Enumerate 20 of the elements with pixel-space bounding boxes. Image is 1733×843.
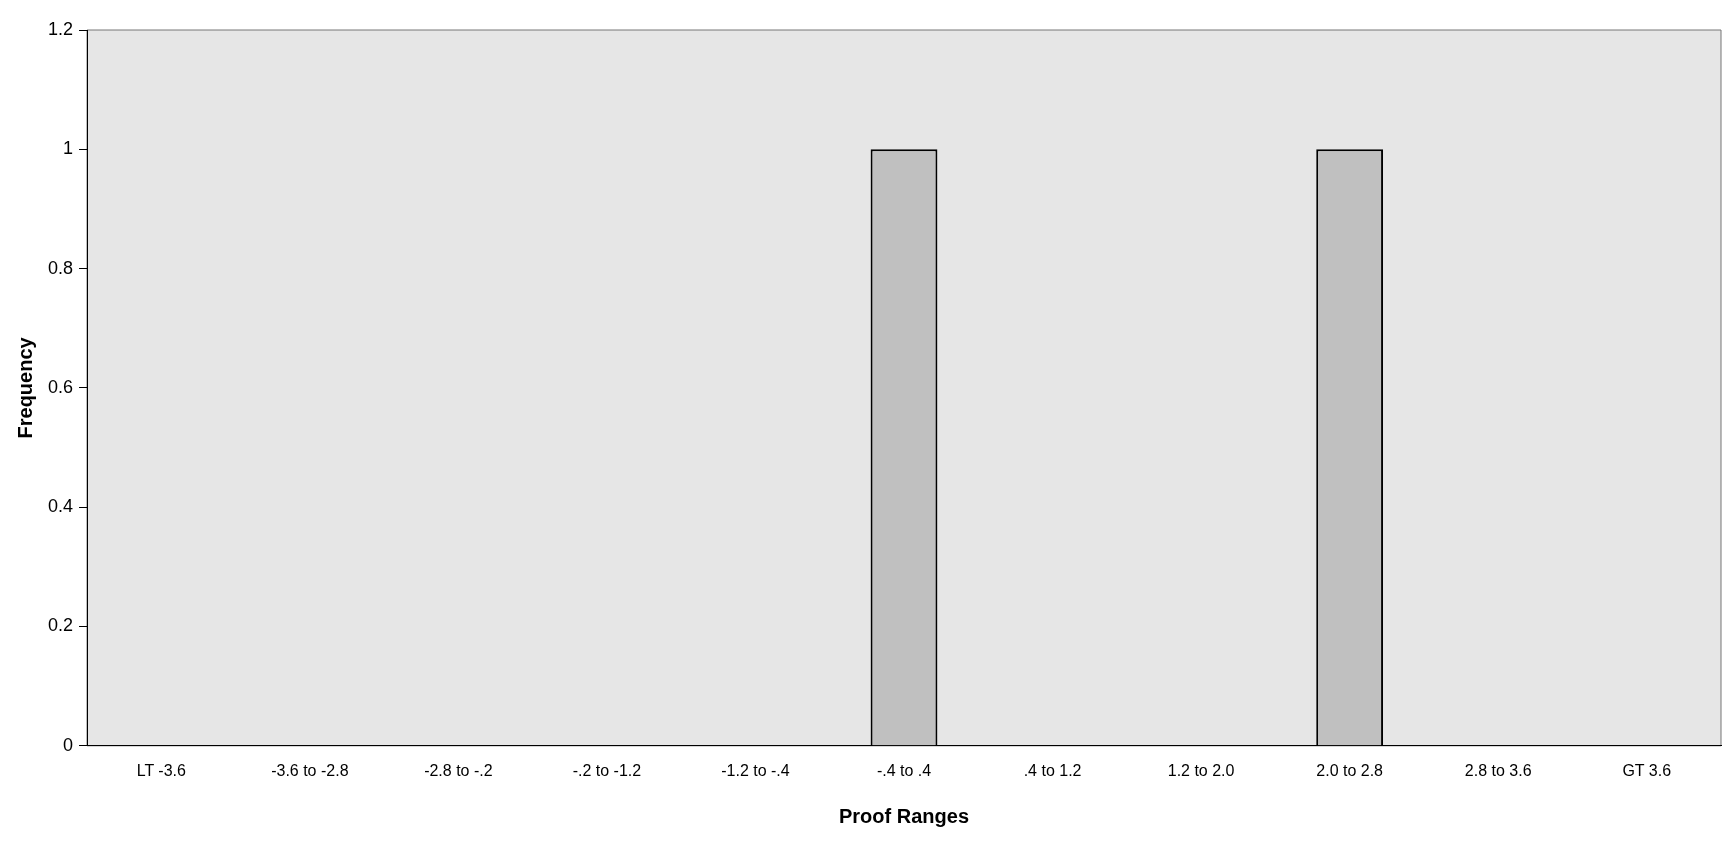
y-tick-label: 0.4 <box>47 496 74 517</box>
x-tick-label: -.4 to .4 <box>876 761 932 779</box>
y-tick-label: 0.6 <box>47 376 74 397</box>
x-tick-label: 1.2 to 2.0 <box>1167 761 1235 779</box>
x-tick-label: .4 to 1.2 <box>1023 761 1082 779</box>
y-tick-label: 0.8 <box>47 257 74 278</box>
y-tick-label: 1.2 <box>47 18 74 39</box>
y-tick-label: 0 <box>63 734 74 755</box>
x-tick-label: GT 3.6 <box>1622 761 1672 779</box>
x-tick-label: 2.8 to 3.6 <box>1464 761 1532 779</box>
y-axis-title: Frequency <box>13 336 36 439</box>
x-tick-label: 2.0 to 2.8 <box>1316 761 1384 779</box>
y-tick-label: 0.2 <box>47 615 74 636</box>
y-tick-label: 1 <box>63 138 74 159</box>
x-tick-label: -.2 to -1.2 <box>572 761 642 779</box>
x-tick-label: -1.2 to -.4 <box>721 761 790 779</box>
x-tick-label: -2.8 to -.2 <box>424 761 493 779</box>
x-tick-label: -3.6 to -2.8 <box>271 761 349 779</box>
x-tick-label: LT -3.6 <box>136 761 186 779</box>
x-axis-title: Proof Ranges <box>839 804 970 827</box>
